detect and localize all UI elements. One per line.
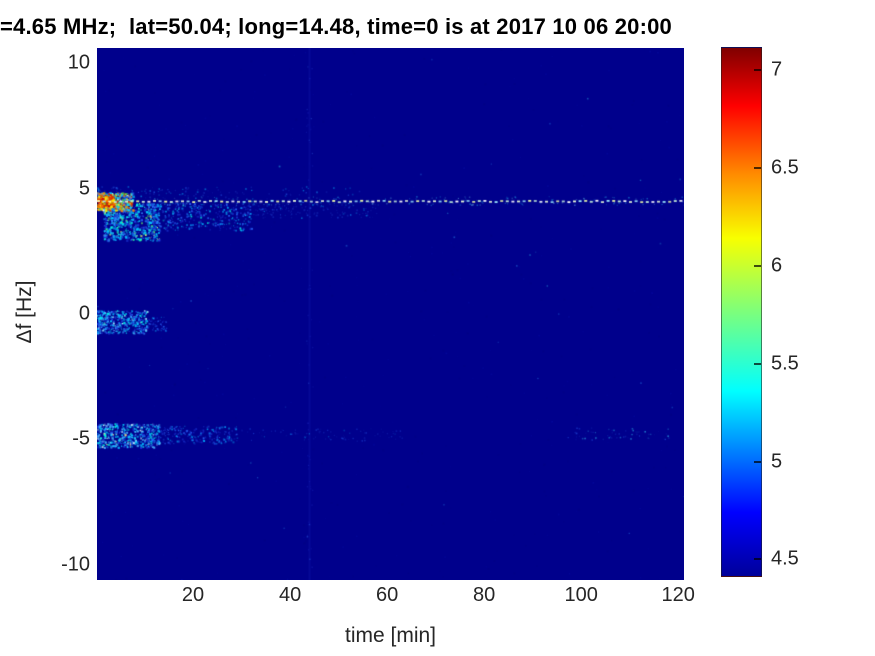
y-tick-label: 0 [78,302,90,325]
spectrogram-plot [97,48,684,580]
colorbar-tick-label: 7 [771,58,783,81]
x-axis-label: time [min] [344,624,436,647]
x-tick-label: 60 [375,584,399,606]
x-tick-label: 20 [181,584,205,606]
x-tick-label: 40 [278,584,302,606]
colorbar-tick-mark [754,69,761,72]
colorbar-tick-label: 4.5 [771,547,799,570]
colorbar-tick-mark [754,265,761,268]
colorbar-tick-label: 6 [771,254,783,277]
colorbar-tick-mark [754,167,761,170]
colorbar-tick-label: 6.5 [771,156,799,179]
x-tick-label: 120 [661,584,695,606]
y-tick-label: 5 [78,177,90,200]
colorbar-tick-label: 5.5 [771,352,799,375]
x-tick-label: 80 [473,584,496,606]
colorbar-tick-mark [754,362,761,365]
x-tick-label: 100 [564,584,598,606]
y-tick-label: -5 [72,427,90,450]
colorbar-tick-mark [754,460,761,463]
y-tick-label: -10 [61,553,90,576]
colorbar [721,47,762,577]
plot-title: =4.65 MHz; lat=50.04; long=14.48, time=0… [0,14,672,39]
colorbar-tick-mark [754,558,761,561]
colorbar-tick-label: 5 [771,450,783,473]
y-tick-label: 10 [67,51,90,74]
